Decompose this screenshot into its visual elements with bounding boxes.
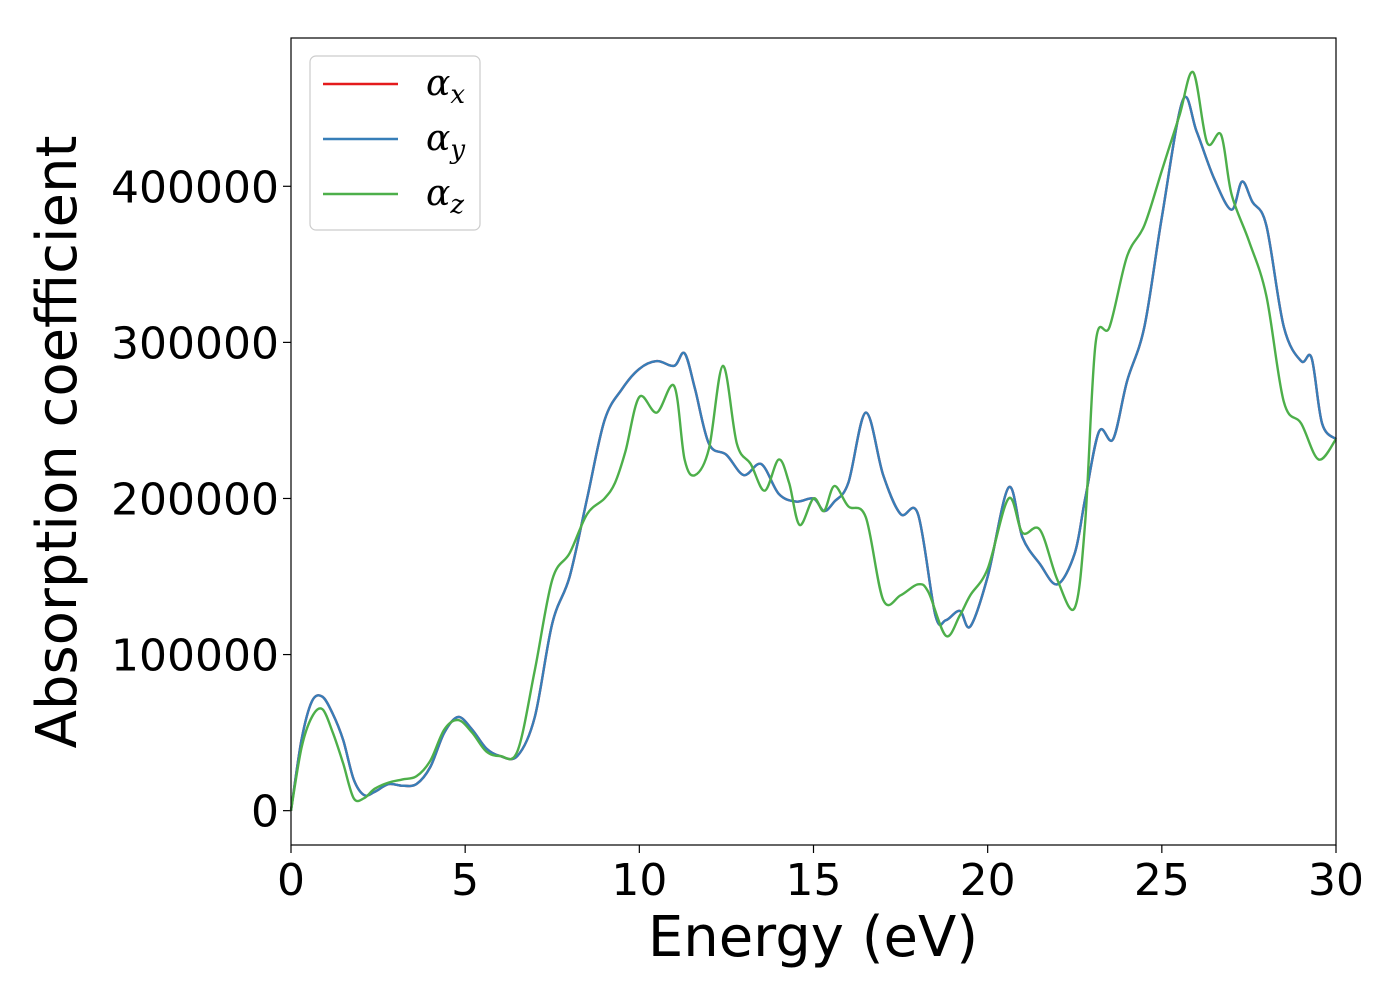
x-tick-label: 20 <box>960 855 1016 906</box>
x-tick-label: 5 <box>451 855 479 906</box>
x-tick-label: 10 <box>611 855 667 906</box>
y-axis-ticks: 0 100000 200000 300000 400000 <box>111 162 291 838</box>
x-tick-label: 15 <box>786 855 842 906</box>
plot-frame <box>290 37 1337 846</box>
y-axis-label: Absorption coefficient <box>25 136 90 749</box>
y-tick-label: 0 <box>251 787 279 838</box>
x-tick-label: 0 <box>277 855 305 906</box>
legend-box <box>309 55 481 231</box>
legend: αx αy αz <box>309 55 481 231</box>
y-tick-label: 100000 <box>111 631 279 682</box>
x-axis-label: Energy (eV) <box>648 905 978 970</box>
y-tick-label: 200000 <box>111 474 279 525</box>
x-tick-label: 25 <box>1134 855 1190 906</box>
series-lines <box>289 71 1337 811</box>
y-tick-label: 400000 <box>111 162 279 213</box>
y-tick-label: 300000 <box>111 318 279 369</box>
legend-label-y: αy <box>426 118 465 165</box>
legend-label-z: αz <box>426 173 464 220</box>
series-line-z <box>289 71 1337 811</box>
x-tick-label: 30 <box>1308 855 1364 906</box>
x-axis-ticks: 0 5 10 15 20 25 30 <box>277 845 1364 906</box>
legend-label-x: αx <box>426 63 465 110</box>
